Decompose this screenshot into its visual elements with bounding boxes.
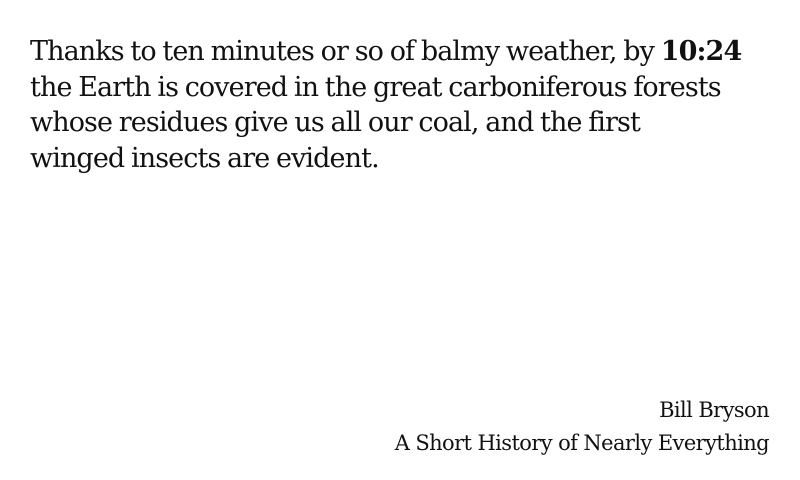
quote-text: Thanks to ten minutes or so of balmy wea… — [30, 34, 775, 176]
quote-text-before: Thanks to ten minutes or so of balmy wea… — [30, 36, 661, 67]
quote-time: 10:24 — [660, 36, 743, 67]
author-name: Bill Bryson — [659, 398, 770, 422]
book-title: A Short History of Nearly Everything — [394, 431, 770, 455]
quote-text-after: the Earth is covered in the great carbon… — [30, 71, 722, 174]
attribution: Bill Bryson A Short History of Nearly Ev… — [394, 394, 770, 460]
